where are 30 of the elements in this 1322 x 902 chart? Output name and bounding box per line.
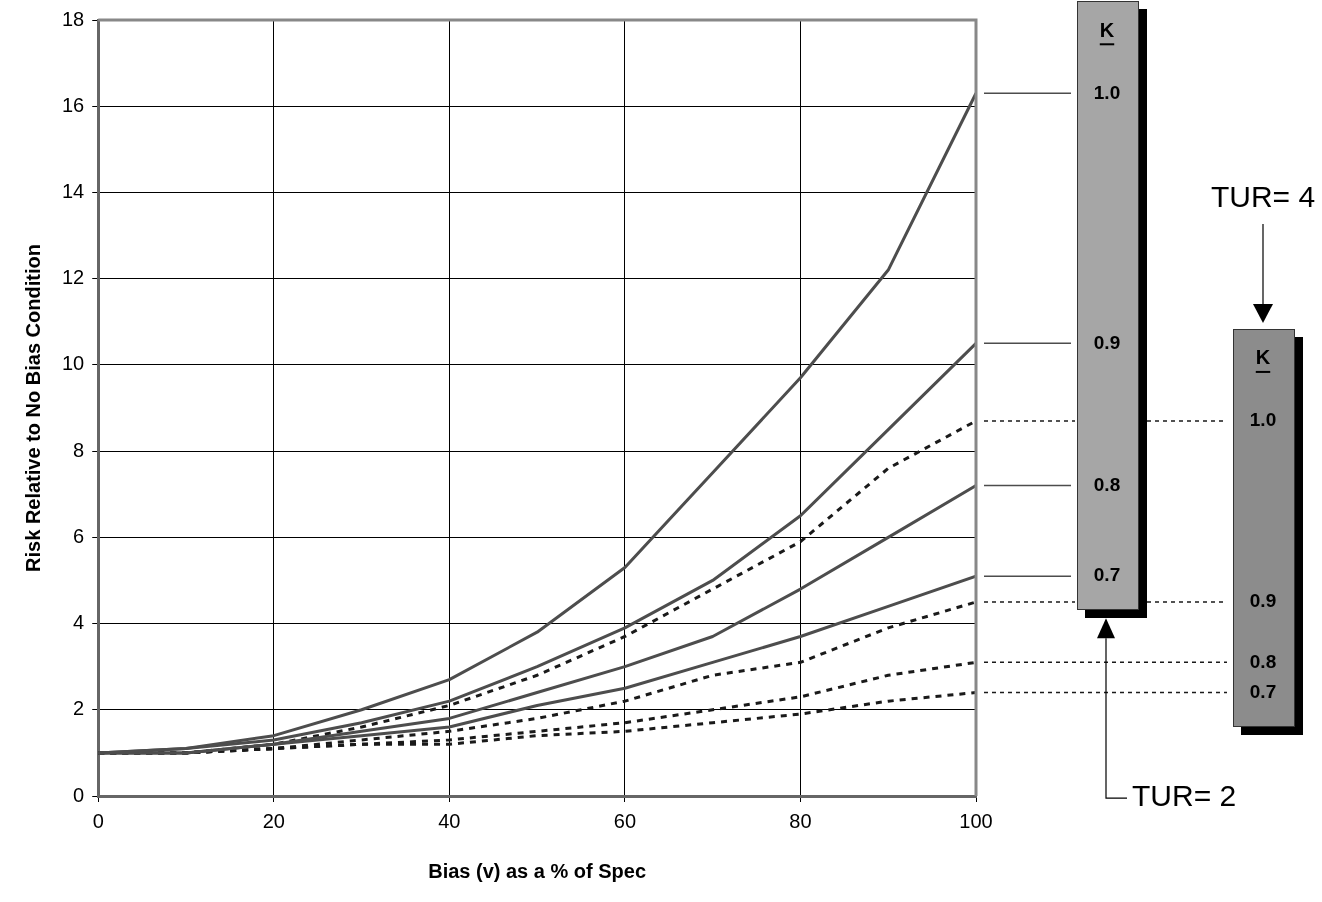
x-tick-label: 40 xyxy=(438,809,461,832)
x-tick-label: 60 xyxy=(613,809,637,832)
x-tick-label: 80 xyxy=(789,809,812,832)
x-tick-label: 0 xyxy=(92,809,104,832)
y-tick-label: 10 xyxy=(62,352,85,375)
y-tick-label: 0 xyxy=(73,783,85,806)
y-tick-label: 12 xyxy=(62,266,85,289)
y-tick-label: 18 xyxy=(62,7,85,30)
y-axis-title: Risk Relative to No Bias Condition xyxy=(21,244,44,572)
legend-label: 0.7 xyxy=(1093,564,1121,586)
legend-title: K xyxy=(1099,18,1115,41)
legend-label: 0.9 xyxy=(1093,331,1121,353)
y-tick-label: 8 xyxy=(73,438,85,461)
legend-label: 1.0 xyxy=(1249,409,1277,431)
x-tick-label: 20 xyxy=(262,809,285,832)
y-tick-label: 14 xyxy=(62,179,85,202)
legend-label: 1.0 xyxy=(1093,81,1121,103)
y-tick-label: 4 xyxy=(73,611,85,634)
y-tick-label: 16 xyxy=(62,93,85,116)
y-tick-label: 6 xyxy=(73,524,85,547)
text: TUR= 4 xyxy=(1210,180,1316,214)
y-tick-label: 2 xyxy=(73,697,85,720)
legend-label: 0.9 xyxy=(1249,590,1277,612)
text: 0.8 xyxy=(1249,650,1277,672)
text: TUR= 2 xyxy=(1132,779,1237,813)
text: 0.7 xyxy=(1249,680,1277,702)
x-tick-label: 100 xyxy=(959,809,993,832)
x-axis-title: Bias (v) as a % of Spec xyxy=(428,859,647,882)
legend-label: 0.8 xyxy=(1093,473,1121,495)
text: K xyxy=(1255,346,1271,369)
